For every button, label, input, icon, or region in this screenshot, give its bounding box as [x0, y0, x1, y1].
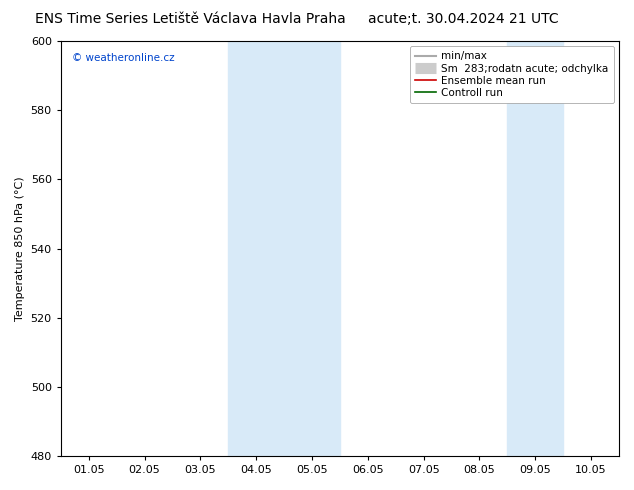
- Text: ENS Time Series Letiště Václava Havla Praha: ENS Time Series Letiště Václava Havla Pr…: [35, 12, 346, 26]
- Y-axis label: Temperature 850 hPa (°C): Temperature 850 hPa (°C): [15, 176, 25, 321]
- Bar: [507, 41, 563, 456]
- Bar: [228, 41, 340, 456]
- Text: © weatheronline.cz: © weatheronline.cz: [72, 53, 174, 64]
- Legend: min/max, Sm  283;rodatn acute; odchylka, Ensemble mean run, Controll run: min/max, Sm 283;rodatn acute; odchylka, …: [410, 46, 614, 103]
- Text: acute;t. 30.04.2024 21 UTC: acute;t. 30.04.2024 21 UTC: [368, 12, 558, 26]
